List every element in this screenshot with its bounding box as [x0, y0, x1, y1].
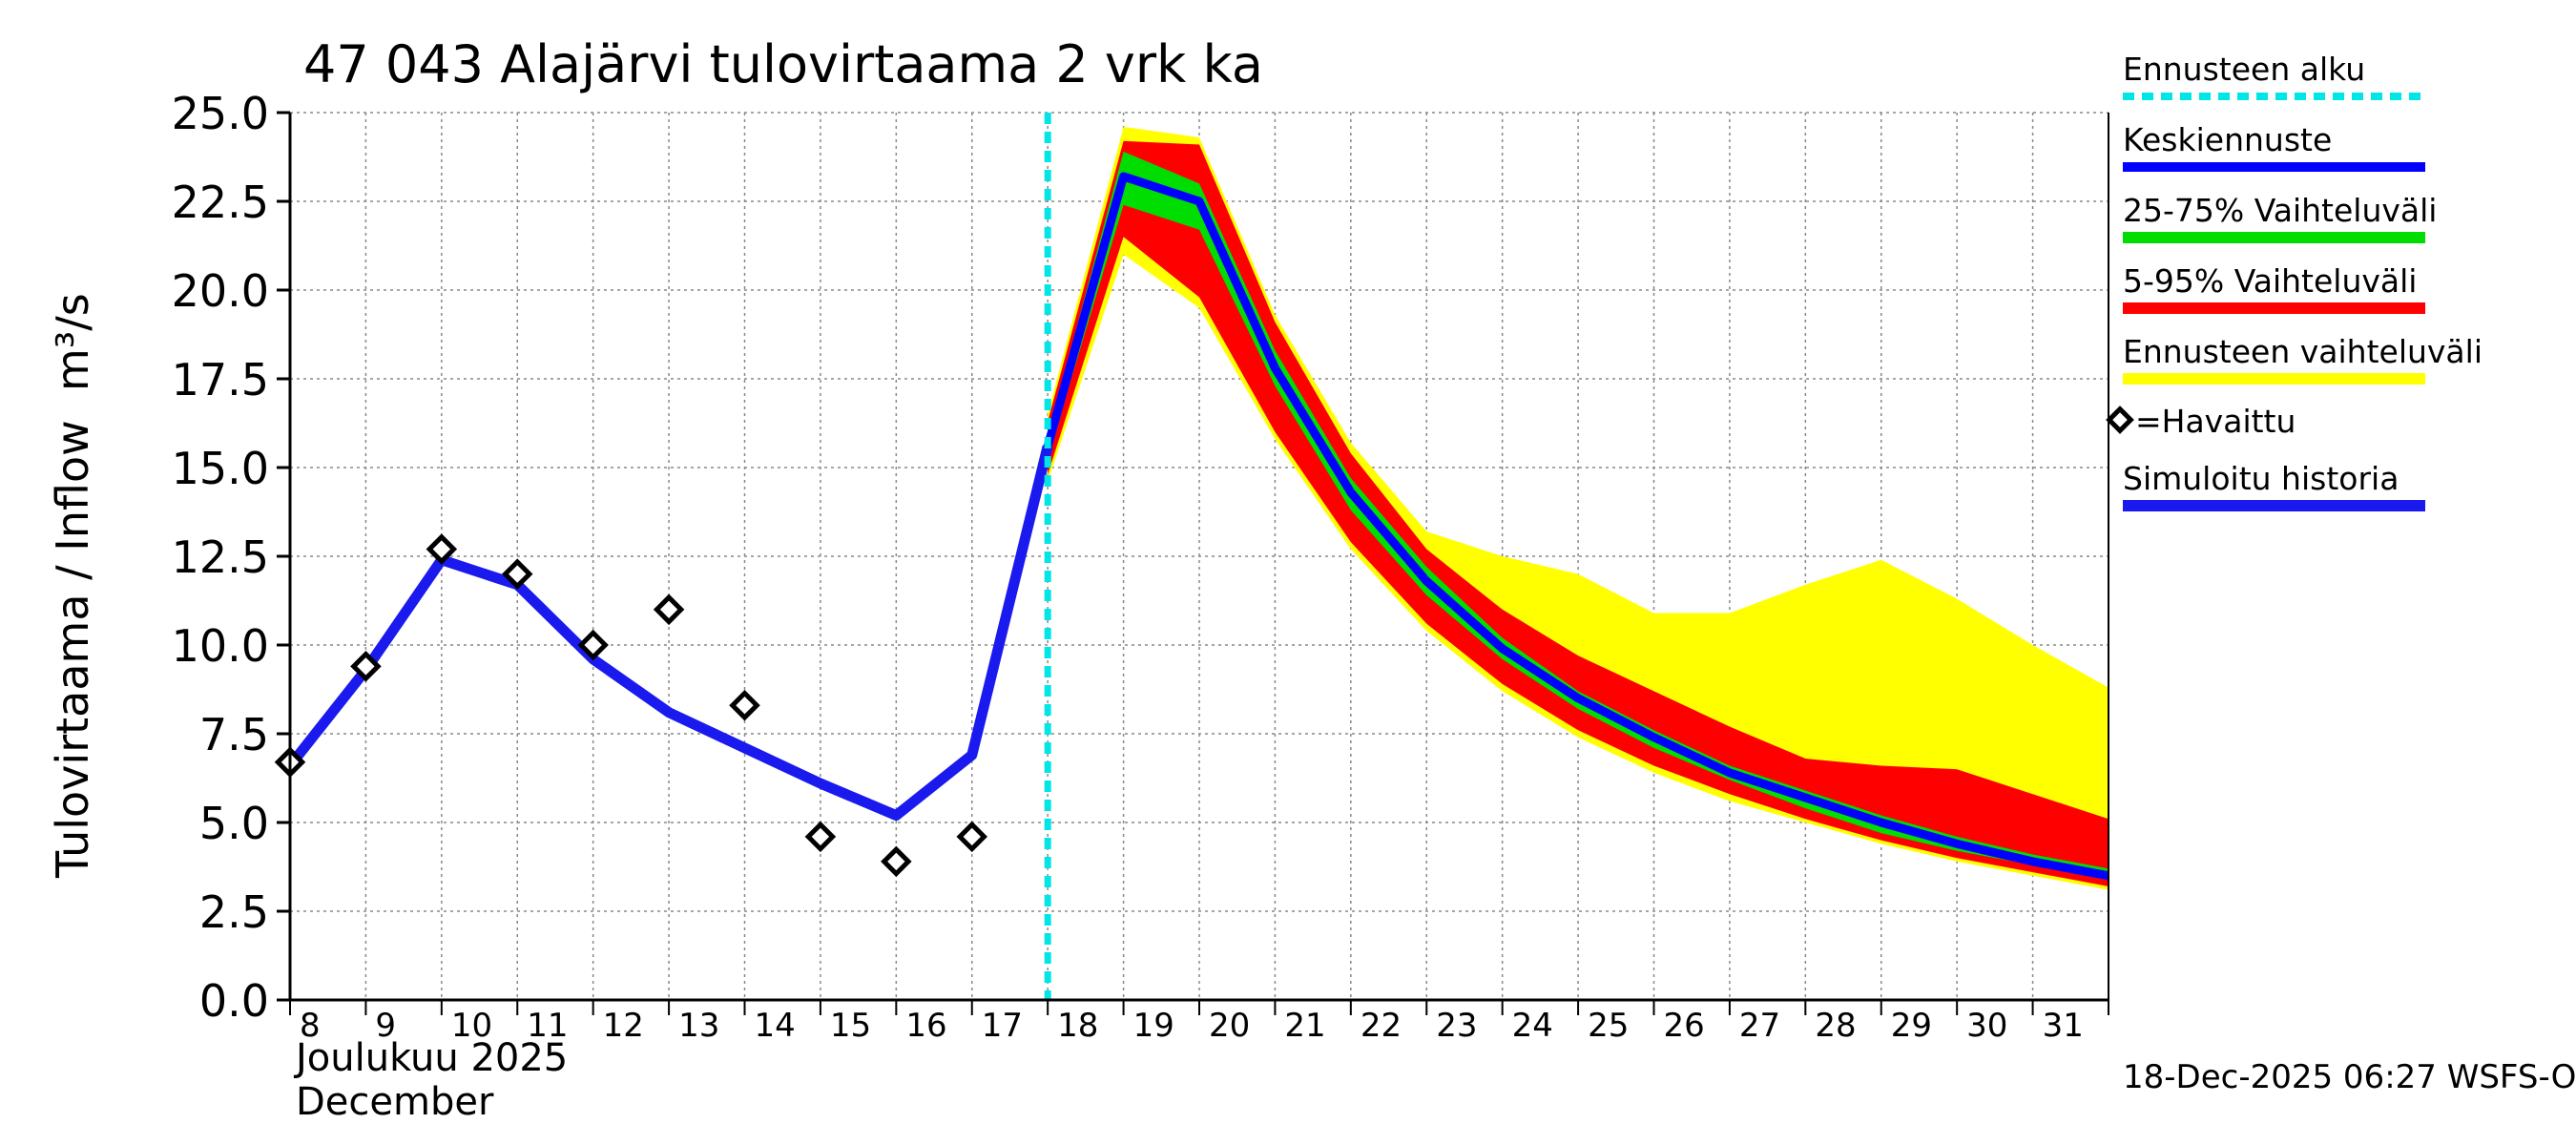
observed-point	[426, 533, 458, 565]
legend-label-p5-95: 5-95% Vaihteluväli	[2123, 262, 2417, 300]
x-tick-label: 15	[830, 1007, 871, 1045]
observed-point	[881, 845, 912, 878]
x-tick-label: 31	[2043, 1007, 2084, 1045]
series-lines	[285, 113, 2109, 1000]
x-tick-label: 24	[1512, 1007, 1553, 1045]
observed-point	[729, 689, 760, 721]
y-tick-labels: 0.0 2.5 5.0 7.5 10.0 12.5 15.0 17.5 20.0 22.5 25.0	[172, 88, 269, 1027]
y-tick-label: 0.0	[199, 975, 269, 1027]
y-tick-label: 17.5	[172, 354, 269, 406]
chart-title: 47 043 Alajärvi tulovirtaama 2 vrk ka	[303, 34, 1263, 94]
legend-label-observed: =Havaittu	[2135, 403, 2296, 440]
observed-point	[653, 593, 685, 626]
x-tick-labels: 8 9 10 11 12 13 14 15 16 17 18 19 20 21 22 23 24 25 26 27 28…	[300, 1007, 2084, 1045]
y-tick-label: 7.5	[199, 709, 269, 760]
observed-point	[956, 821, 988, 853]
line-forecast-median	[1043, 172, 2109, 881]
y-axis-label: Tulovirtaama / Inflow	[47, 420, 98, 879]
line-simulated-history	[285, 445, 1053, 822]
x-tick-label: 9	[375, 1007, 396, 1045]
x-tick-label: 10	[451, 1007, 492, 1045]
x-axis-label-fi: Joulukuu 2025	[293, 1036, 568, 1080]
x-tick-label: 25	[1588, 1007, 1629, 1045]
observed-markers	[274, 533, 988, 878]
y-tick-label: 20.0	[172, 265, 269, 317]
x-tick-label: 29	[1891, 1007, 1932, 1045]
y-tick-label: 5.0	[199, 798, 269, 849]
footer-timestamp: 18-Dec-2025 06:27 WSFS-O	[2123, 1058, 2576, 1096]
y-tick-label: 12.5	[172, 531, 269, 583]
y-tick-label: 22.5	[172, 177, 269, 228]
legend-label-full-range: Ennusteen vaihteluväli	[2123, 333, 2483, 370]
legend: Ennusteen alku Keskiennuste 25-75% Vaiht…	[2106, 51, 2483, 511]
y-tick-label: 25.0	[172, 88, 269, 139]
y-tick-label: 10.0	[172, 620, 269, 672]
x-tick-label: 22	[1361, 1007, 1402, 1045]
legend-observed-marker	[2106, 406, 2134, 434]
x-tick-label: 28	[1815, 1007, 1856, 1045]
x-tick-label: 23	[1436, 1007, 1477, 1045]
legend-label-median: Keskiennuste	[2123, 121, 2332, 158]
y-axis-unit: m³/s	[47, 293, 98, 391]
x-axis-label-en: December	[296, 1080, 494, 1124]
band-full-range	[1048, 126, 2109, 890]
x-tick-label: 17	[982, 1007, 1023, 1045]
x-tick-label: 18	[1057, 1007, 1098, 1045]
observed-point	[577, 629, 609, 661]
x-tick-label: 21	[1284, 1007, 1325, 1045]
x-tick-label: 8	[300, 1007, 321, 1045]
x-tick-label: 14	[755, 1007, 796, 1045]
axes	[277, 111, 2109, 1015]
legend-label-p25-75: 25-75% Vaihteluväli	[2123, 192, 2437, 229]
x-tick-label: 13	[678, 1007, 719, 1045]
band-p5-95	[1048, 140, 2109, 886]
x-tick-label: 11	[527, 1007, 568, 1045]
y-tick-label: 2.5	[199, 886, 269, 938]
x-tick-label: 27	[1739, 1007, 1780, 1045]
legend-label-simulated: Simuloitu historia	[2123, 460, 2399, 497]
forecast-bands	[1048, 126, 2109, 890]
x-tick-label: 16	[905, 1007, 946, 1045]
observed-point	[501, 558, 533, 590]
y-tick-label: 15.0	[172, 443, 269, 494]
observed-point	[804, 821, 837, 853]
legend-label-forecast-start: Ennusteen alku	[2123, 51, 2365, 88]
x-tick-label: 20	[1209, 1007, 1250, 1045]
x-tick-label: 26	[1664, 1007, 1705, 1045]
x-tick-label: 12	[603, 1007, 644, 1045]
x-tick-label: 30	[1966, 1007, 2007, 1045]
x-tick-label: 19	[1133, 1007, 1174, 1045]
observed-point	[350, 651, 382, 682]
